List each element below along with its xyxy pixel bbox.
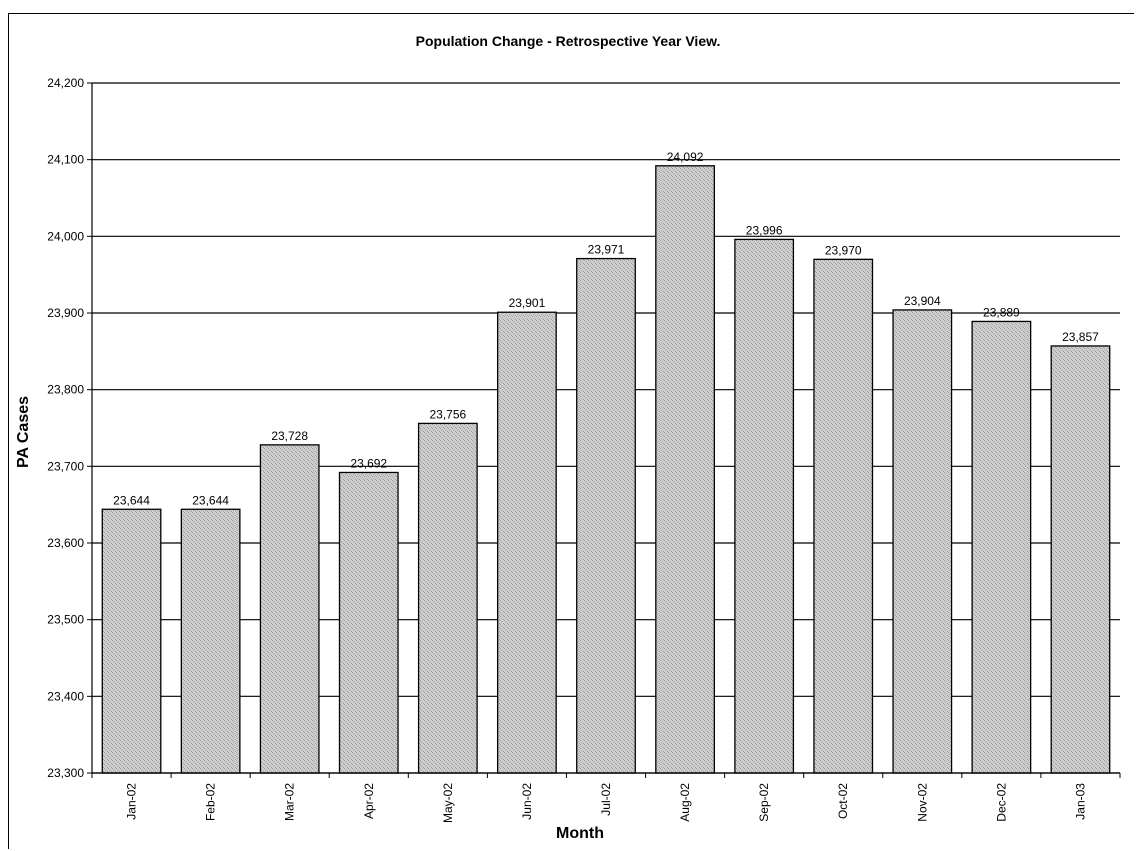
y-tick-label: 23,900 — [47, 306, 84, 320]
y-tick-label: 23,800 — [47, 383, 84, 397]
x-tick-label: Jul-02 — [599, 783, 613, 816]
data-label: 23,996 — [746, 223, 783, 237]
data-label: 23,692 — [350, 456, 387, 470]
y-tick-label: 23,500 — [47, 613, 84, 627]
y-tick-label: 23,400 — [47, 689, 84, 703]
y-tick-label: 24,100 — [47, 153, 84, 167]
data-label: 23,904 — [904, 294, 941, 308]
x-tick-label: Apr-02 — [362, 783, 376, 819]
bar-jan-03 — [1050, 345, 1111, 774]
x-tick-label: Feb-02 — [204, 783, 218, 821]
bars — [101, 165, 1111, 774]
bar-aug-02 — [655, 165, 715, 774]
x-tick-label: Mar-02 — [283, 783, 297, 821]
data-label: 24,092 — [667, 150, 704, 164]
x-tick-label: Jan-02 — [125, 783, 139, 820]
data-label: 23,728 — [271, 429, 308, 443]
axes: 23,300 23,400 23,500 23,600 23,700 23,800 23,9… — [47, 76, 1121, 823]
x-tick-label: Dec-02 — [994, 783, 1008, 822]
data-label: 23,901 — [509, 296, 546, 310]
bar-oct-02 — [813, 258, 874, 774]
chart-frame — [8, 13, 1134, 849]
bar-mar-02 — [259, 444, 320, 774]
bar-apr-02 — [338, 471, 399, 774]
y-axis-title: PA Cases — [15, 396, 32, 468]
data-label: 23,857 — [1062, 330, 1099, 344]
bar-sep-02 — [734, 238, 795, 774]
bar-feb-02 — [180, 508, 241, 774]
bar-jun-02 — [497, 311, 557, 774]
bar-may-02 — [417, 422, 478, 774]
y-tick-label: 24,200 — [47, 76, 84, 90]
data-label: 23,971 — [588, 243, 625, 257]
x-axis-title: Month — [556, 825, 604, 842]
bar-jan-02 — [101, 508, 162, 774]
x-tick-label: Aug-02 — [678, 783, 692, 822]
bar-jul-02 — [576, 257, 636, 774]
x-tick-label: Nov-02 — [915, 783, 929, 822]
x-tick-label: Sep-02 — [757, 783, 771, 822]
x-tick-label: May-02 — [441, 783, 455, 823]
y-tick-label: 24,000 — [47, 229, 84, 243]
chart-title: Population Change - Retrospective Year V… — [416, 33, 721, 49]
data-labels: 23,644 23,644 23,728 23,692 23,756 23,901 23,9… — [113, 150, 1099, 507]
data-label: 23,970 — [825, 243, 862, 257]
x-tick-label: Jan-03 — [1073, 783, 1087, 820]
bar-nov-02 — [892, 309, 953, 774]
bar-dec-02 — [971, 320, 1032, 774]
y-tick-label: 23,300 — [47, 766, 84, 780]
data-label: 23,644 — [192, 493, 229, 507]
x-tick-label: Jun-02 — [520, 783, 534, 820]
data-label: 23,889 — [983, 305, 1020, 319]
x-tick-label: Oct-02 — [836, 783, 850, 819]
y-tick-label: 23,700 — [47, 459, 84, 473]
data-label: 23,756 — [429, 407, 466, 421]
y-tick-label: 23,600 — [47, 536, 84, 550]
data-label: 23,644 — [113, 493, 150, 507]
